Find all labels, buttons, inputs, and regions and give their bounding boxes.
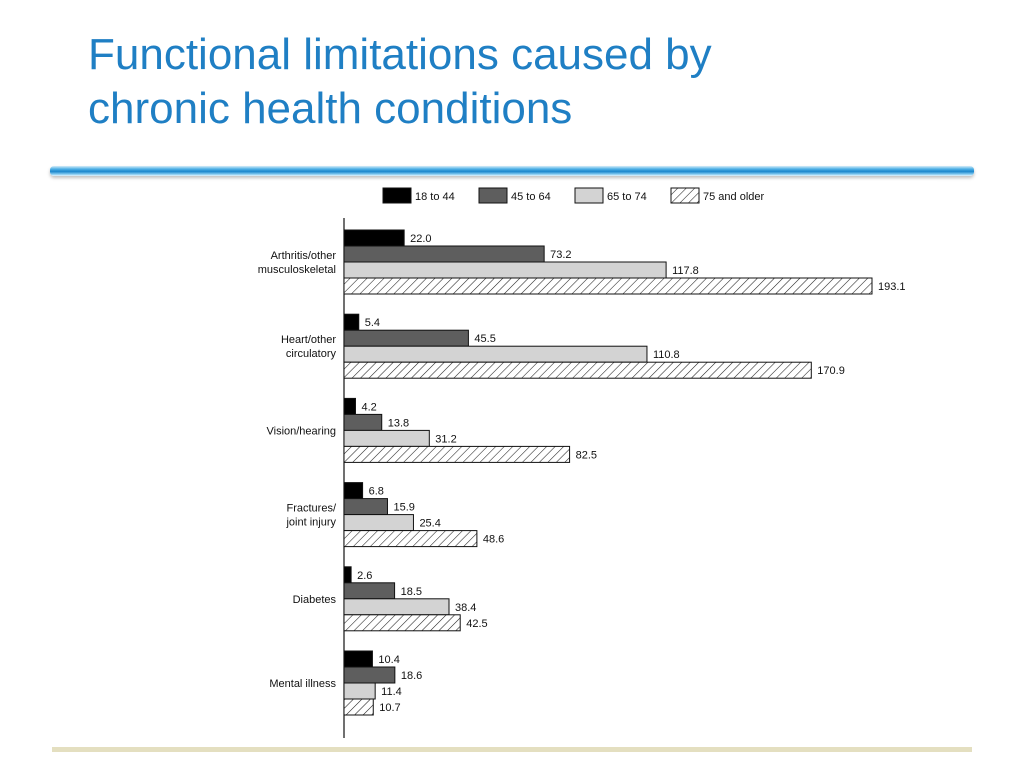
legend-swatch: [670, 187, 700, 204]
category-label: Diabetes: [293, 594, 337, 606]
category-group: Fractures/joint injury 6.8 15.9 25.4 48.6: [285, 482, 504, 548]
bar-value-label: 31.2: [435, 433, 456, 445]
bar: [343, 429, 430, 447]
slide-title: Functional limitations caused by chronic…: [88, 28, 988, 136]
bar: [343, 261, 667, 279]
bar: [343, 445, 571, 463]
slide-title-line-1: Functional limitations caused by: [88, 30, 712, 79]
bar-value-label: 82.5: [576, 449, 597, 461]
bar: [343, 361, 812, 379]
bar-value-label: 193.1: [878, 281, 906, 293]
legend-item: 45 to 64: [478, 187, 551, 204]
legend-swatch: [382, 187, 412, 204]
bar-value-label: 45.5: [474, 333, 495, 345]
category-group: Mental illness 10.418.6 11.4 10.7: [269, 650, 422, 716]
category-label: joint injury: [285, 517, 336, 529]
bar: [343, 582, 396, 600]
category-group: Arthritis/other musculoskeletal 22.0 73.2 11…: [258, 229, 906, 295]
bar: [343, 666, 396, 684]
bar-value-label: 10.4: [378, 654, 399, 666]
bar-value-label: 13.8: [388, 417, 409, 429]
bar-value-label: 73.2: [550, 249, 571, 261]
bar: [343, 566, 352, 584]
bar: [343, 345, 648, 363]
bar-value-label: 18.6: [401, 670, 422, 682]
bar: [343, 413, 383, 431]
legend-label: 65 to 74: [607, 191, 647, 203]
category-label: Vision/hearing: [266, 425, 336, 437]
bar-value-label: 170.9: [817, 365, 845, 377]
bar: [343, 530, 478, 548]
category-label: circulatory: [286, 348, 337, 360]
bar: [343, 682, 376, 700]
bar: [343, 329, 469, 347]
legend-item: 75 and older: [670, 187, 764, 204]
legend-label: 75 and older: [703, 191, 764, 203]
title-divider: [50, 166, 974, 176]
bar: [343, 698, 374, 716]
bar: [343, 277, 873, 295]
bottom-rule: [52, 747, 972, 752]
legend-label: 18 to 44: [415, 191, 455, 203]
bar-value-label: 117.8: [672, 265, 699, 277]
category-label: Arthritis/other: [271, 250, 337, 262]
bar-value-label: 48.6: [483, 534, 504, 546]
bar-value-label: 22.0: [410, 233, 431, 245]
bar-value-label: 10.7: [379, 702, 400, 714]
bar-value-label: 38.4: [455, 602, 476, 614]
category-label: Mental illness: [269, 678, 336, 690]
bar-value-label: 6.8: [369, 486, 384, 498]
category-label: musculoskeletal: [258, 264, 336, 276]
bar-value-label: 42.5: [466, 618, 487, 630]
bar-value-label: 18.5: [401, 586, 422, 598]
bar-value-label: 4.2: [361, 401, 376, 413]
legend-item: 18 to 44: [382, 187, 455, 204]
legend-item: 65 to 74: [574, 187, 647, 204]
category-group: Vision/hearing 4.2 13.8 31.2 82.5: [266, 397, 597, 463]
bar: [343, 245, 545, 263]
plot-area: Arthritis/other musculoskeletal 22.0 73.2 11…: [258, 218, 906, 738]
legend-label: 45 to 64: [511, 191, 551, 203]
category-group: Heart/other circulatory 5.4 45.5 110.8 170.9: [281, 313, 845, 379]
category-label: Fractures/: [286, 503, 336, 515]
bar: [343, 313, 360, 331]
bar-value-label: 11.4: [381, 686, 402, 698]
bar: [343, 229, 405, 247]
bar-value-label: 110.8: [653, 349, 680, 361]
category-group: Diabetes 2.6 18.5 38.4 42.5: [293, 566, 488, 632]
legend-swatch: [478, 187, 508, 204]
bar: [343, 498, 388, 516]
bar: [343, 514, 414, 532]
chart-legend: 18 to 44 45 to 64 65 to 74 75 and older: [382, 187, 764, 204]
bar: [343, 482, 364, 500]
slide-title-line-2: chronic health conditions: [88, 84, 573, 133]
bar-value-label: 2.6: [357, 570, 372, 582]
bar: [343, 614, 461, 632]
bar-value-label: 25.4: [419, 518, 440, 530]
bar-value-label: 5.4: [365, 317, 380, 329]
legend-swatch: [574, 187, 604, 204]
category-label: Heart/other: [281, 334, 336, 346]
bar: [343, 650, 373, 668]
bar-value-label: 15.9: [393, 502, 414, 514]
bar: [343, 397, 356, 415]
bar: [343, 598, 450, 616]
